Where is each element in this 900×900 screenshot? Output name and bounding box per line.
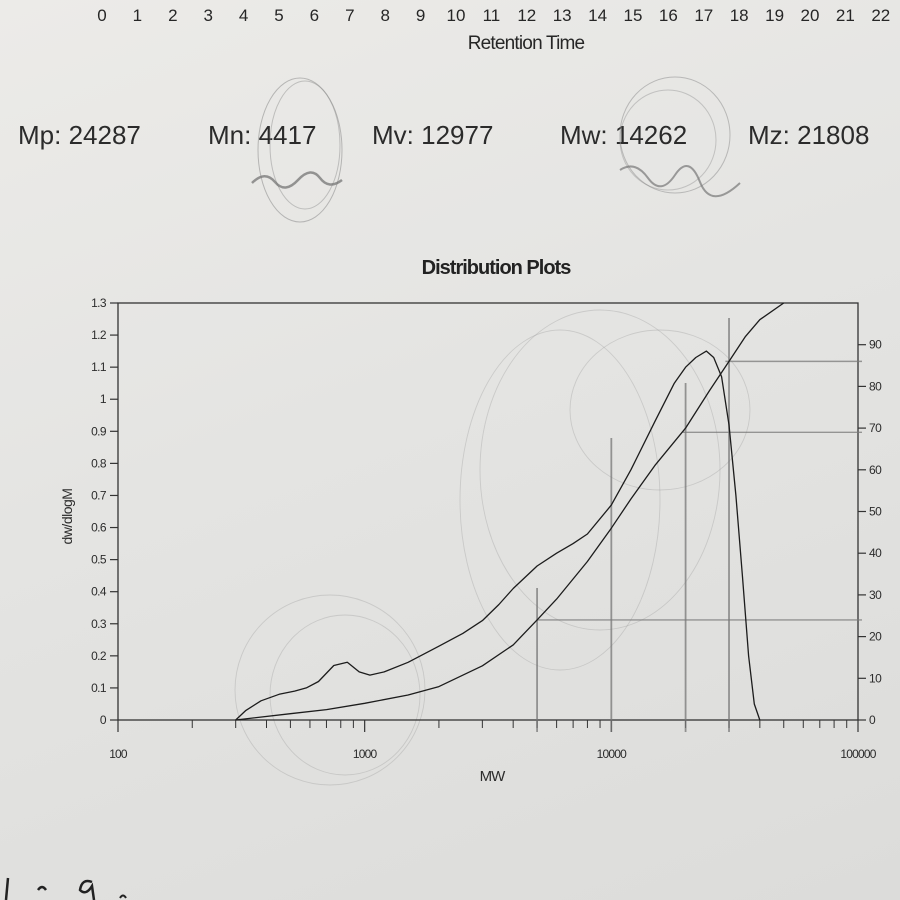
retention-tick-label: 11 <box>482 6 501 25</box>
x-tick-label: 10000 <box>597 747 627 761</box>
chart-title: Distribution Plots <box>421 257 572 279</box>
retention-tick-label: 14 <box>588 6 608 25</box>
x-tick-label: 100 <box>109 747 128 761</box>
retention-tick-label: 6 <box>309 6 320 25</box>
retention-tick-label: 21 <box>835 6 855 25</box>
retention-tick-label: 17 <box>694 6 714 25</box>
y2-tick-label: 50 <box>869 505 882 519</box>
retention-tick-label: 15 <box>623 6 643 25</box>
y2-tick-label: 60 <box>869 463 882 477</box>
y2-tick-label: 30 <box>869 588 882 602</box>
retention-tick-label: 19 <box>765 6 785 25</box>
retention-tick-label: 4 <box>238 6 249 25</box>
retention-tick-label: 7 <box>345 6 355 25</box>
y-tick-label: 0 <box>100 713 107 727</box>
retention-tick-label: 0 <box>97 6 107 25</box>
y-tick-label: 0.7 <box>91 488 107 502</box>
retention-tick-label: 10 <box>446 6 466 25</box>
y-tick-label: 0.9 <box>91 424 107 438</box>
pencil-loop <box>459 329 661 671</box>
y-axis-label: dw/dlogM <box>59 489 75 545</box>
stat-mp: Mp: 24287 <box>18 120 141 150</box>
retention-tick-label: 18 <box>729 6 749 25</box>
retention-tick-label: 9 <box>415 6 426 25</box>
y2-tick-label: 0 <box>869 713 876 727</box>
y-tick-label: 1.3 <box>91 296 107 310</box>
y-tick-label: 0.1 <box>91 681 107 695</box>
retention-time-label: Retention Time <box>467 33 585 54</box>
stat-mv: Mv: 12977 <box>372 120 494 150</box>
y2-tick-label: 80 <box>869 379 882 393</box>
y2-tick-label: 90 <box>869 338 882 352</box>
y2-tick-label: 40 <box>869 546 882 560</box>
y-tick-label: 1.1 <box>91 360 107 374</box>
plot-frame <box>117 302 859 721</box>
y-tick-label: 0.5 <box>91 553 107 567</box>
pencil-loop <box>479 309 721 631</box>
retention-tick-label: 22 <box>871 6 891 25</box>
y-tick-label: 0.4 <box>91 585 107 599</box>
y-tick-label: 1 <box>100 392 107 406</box>
x-axis-label: MW <box>480 768 506 785</box>
y2-tick-label: 70 <box>869 421 882 435</box>
retention-tick-label: 13 <box>552 6 572 25</box>
handwritten-marks <box>4 877 127 900</box>
x-tick-label: 100000 <box>840 747 876 761</box>
y-tick-label: 0.2 <box>91 649 107 663</box>
y2-tick-label: 10 <box>869 671 882 685</box>
y-tick-label: 0.6 <box>91 521 107 535</box>
cumulative-curve <box>235 302 785 721</box>
y-tick-label: 0.8 <box>91 456 107 470</box>
stat-mz: Mz: 21808 <box>748 120 870 150</box>
retention-tick-label: 3 <box>203 6 213 25</box>
y2-tick-label: 20 <box>869 630 882 644</box>
retention-tick-label: 20 <box>800 6 820 25</box>
pencil-loop <box>269 614 421 776</box>
y-tick-label: 0.3 <box>91 617 107 631</box>
retention-tick-label: 2 <box>168 6 178 25</box>
retention-time-axis: 0 1 2 3 4 5 6 7 8 9 10 11 12 13 14 15 16 17 18 19 20 21 22 <box>0 0 900 36</box>
retention-tick-label: 8 <box>380 6 390 25</box>
retention-tick-label: 5 <box>274 6 284 25</box>
retention-tick-label: 12 <box>517 6 537 25</box>
x-tick-label: 1000 <box>353 747 378 761</box>
retention-tick-label: 16 <box>658 6 678 25</box>
retention-tick-label: 1 <box>132 6 143 25</box>
pencil-loop <box>234 594 426 786</box>
pencil-loop <box>569 329 751 491</box>
y-tick-label: 1.2 <box>91 328 107 342</box>
distribution-curve <box>235 350 761 721</box>
